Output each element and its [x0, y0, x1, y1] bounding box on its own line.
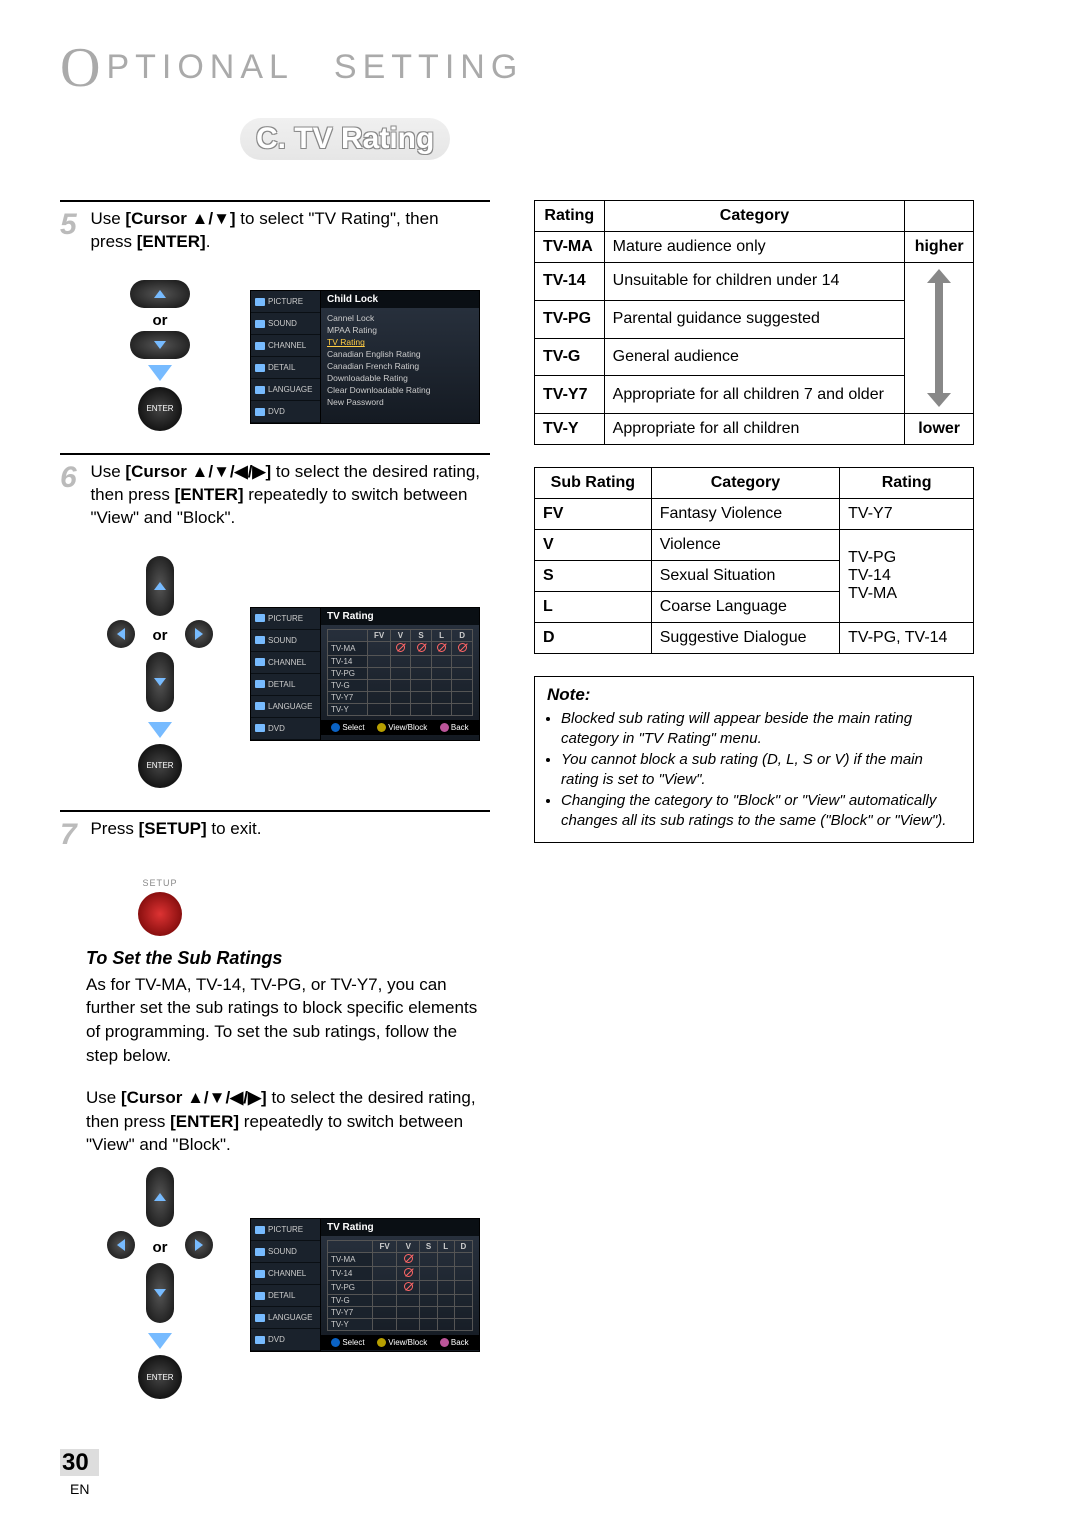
sub-ratings-heading: To Set the Sub Ratings	[86, 948, 490, 969]
step-number: 5	[60, 208, 86, 242]
step-5: 5 Use [Cursor ▲/▼] to select "TV Rating"…	[60, 208, 490, 254]
sub-ratings-para1: As for TV-MA, TV-14, TV-PG, or TV-Y7, yo…	[86, 973, 490, 1068]
step-6: 6 Use [Cursor ▲/▼/◀/▶] to select the des…	[60, 461, 490, 530]
osd-tvrating-1: PICTURESOUNDCHANNELDETAILLANGUAGEDVD TV …	[250, 607, 480, 741]
osd-childlock: PICTURESOUNDCHANNELDETAILLANGUAGEDVD Chi…	[250, 290, 480, 424]
note-box: Note: Blocked sub rating will appear bes…	[534, 676, 974, 843]
sub-ratings-para2: Use [Cursor ▲/▼/◀/▶] to select the desir…	[86, 1086, 490, 1157]
arrow-graphic	[905, 263, 974, 414]
step-7: 7 Press [SETUP] to exit.	[60, 818, 490, 852]
remote-4way: or ENTER	[100, 556, 220, 792]
step-text: Use [Cursor ▲/▼] to select "TV Rating", …	[90, 208, 480, 254]
step6-figure: or ENTER PICTURESOUNDCHANNELDETAILLANGUA…	[100, 556, 490, 792]
subrating-table: Sub Rating Category Rating FVFantasy Vio…	[534, 467, 974, 654]
setup-button-graphic: SETUP	[130, 878, 190, 936]
section-title: C. TV Rating	[240, 118, 450, 160]
remote-4way-2: or ENTER	[100, 1167, 220, 1403]
header-letter: O	[60, 37, 106, 99]
subratings-figure: or ENTER PICTURESOUNDCHANNELDETAILLANGUA…	[100, 1167, 490, 1403]
remote-updown: or ENTER	[100, 280, 220, 435]
osd-tvrating-2: PICTURESOUNDCHANNELDETAILLANGUAGEDVD TV …	[250, 1218, 480, 1352]
enter-button: ENTER	[138, 387, 182, 431]
page-footer: 30 EN	[60, 1449, 99, 1500]
header-text: PTIONAL SETTING	[106, 48, 523, 86]
step5-figure: or ENTER PICTURESOUNDCHANNELDETAILLANGUA…	[100, 280, 490, 435]
page-header: OPTIONAL SETTING	[60, 36, 1020, 100]
rating-table: Rating Category TV-MA Mature audience on…	[534, 200, 974, 445]
